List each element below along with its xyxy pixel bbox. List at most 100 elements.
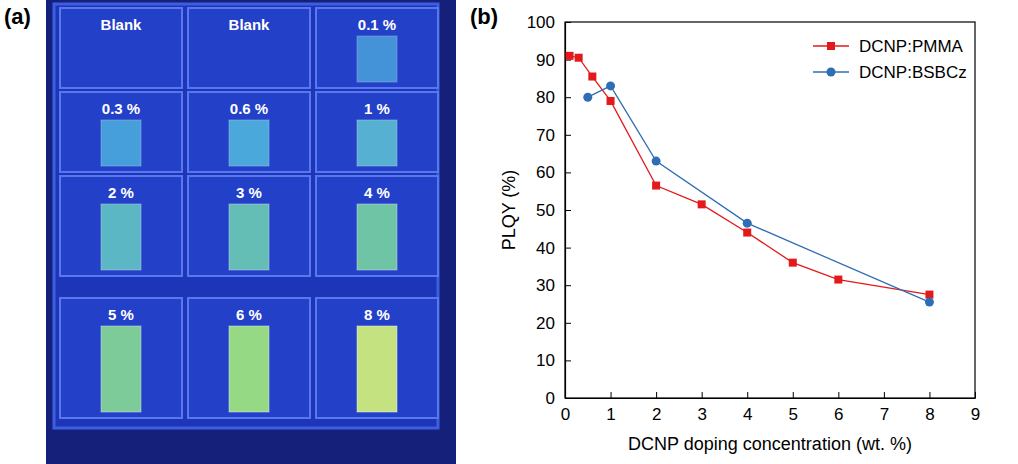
- y-tick-label: 80: [536, 88, 555, 107]
- x-tick-label: 2: [652, 405, 661, 424]
- well: [60, 298, 182, 418]
- data-point: [652, 182, 660, 190]
- y-tick-label: 60: [536, 163, 555, 182]
- y-tick: 0: [546, 389, 571, 408]
- y-tick-mark: [565, 97, 571, 98]
- y-tick-mark: [565, 22, 571, 23]
- sample-film: [229, 204, 269, 270]
- sample-film: [229, 326, 269, 412]
- y-tick-label: 100: [527, 13, 555, 32]
- y-tick-label: 30: [536, 276, 555, 295]
- sample-label: 0.1 %: [358, 16, 396, 33]
- x-axis-title: DCNP doping concentration (wt. %): [628, 434, 912, 454]
- x-tick: 5: [789, 392, 798, 424]
- sample-label: 6 %: [236, 306, 262, 323]
- y-tick: 80: [536, 88, 571, 107]
- y-tick-mark: [565, 398, 571, 399]
- panel-label: (a): [4, 4, 31, 29]
- y-tick: 10: [536, 351, 571, 370]
- data-point: [743, 229, 751, 237]
- sample-film: [357, 36, 397, 82]
- y-tick-label: 20: [536, 314, 555, 333]
- well: [188, 92, 310, 172]
- well: [188, 176, 310, 276]
- series-line: [588, 86, 930, 302]
- y-tick: 70: [536, 126, 571, 145]
- y-tick: 40: [536, 239, 571, 258]
- data-point: [652, 157, 661, 166]
- sample-label: 2 %: [108, 184, 134, 201]
- y-tick: 30: [536, 276, 571, 295]
- data-point: [566, 52, 574, 60]
- x-tick-label: 1: [606, 405, 615, 424]
- well: [188, 8, 310, 88]
- x-tick: 9: [971, 392, 980, 424]
- y-tick-mark: [565, 248, 571, 249]
- y-tick: 50: [536, 201, 571, 220]
- data-point: [698, 200, 706, 208]
- series-line: [570, 56, 930, 295]
- x-axis: 0123456789: [561, 392, 980, 424]
- well: [60, 8, 182, 88]
- well: [316, 298, 438, 418]
- sample-label: 1 %: [364, 100, 390, 117]
- y-tick-mark: [565, 285, 571, 286]
- sample-label: 0.6 %: [230, 100, 268, 117]
- well: [316, 176, 438, 276]
- photo-background: [46, 0, 456, 464]
- data-point: [743, 219, 752, 228]
- sample-film: [357, 204, 397, 270]
- data-point: [606, 81, 615, 90]
- data-point: [588, 73, 596, 81]
- x-tick-mark: [611, 392, 612, 398]
- panel-label: (b): [470, 4, 498, 29]
- data-point: [583, 93, 592, 102]
- sample-film: [357, 120, 397, 166]
- y-tick-label: 90: [536, 51, 555, 70]
- x-tick-label: 9: [971, 405, 980, 424]
- x-tick-label: 7: [880, 405, 889, 424]
- sample-label: 3 %: [236, 184, 262, 201]
- y-tick-label: 40: [536, 239, 555, 258]
- data-point: [607, 97, 615, 105]
- y-tick: 60: [536, 163, 571, 182]
- well: [188, 298, 310, 418]
- data-point: [789, 259, 797, 267]
- legend-marker: [827, 42, 835, 50]
- y-tick-mark: [565, 135, 571, 136]
- data-point: [925, 291, 933, 299]
- sample-film: [101, 204, 141, 270]
- sample-film: [101, 326, 141, 412]
- well: [60, 92, 182, 172]
- well: [60, 176, 182, 276]
- x-tick-mark: [702, 392, 703, 398]
- sample-label: Blank: [229, 16, 271, 33]
- x-tick-mark: [747, 392, 748, 398]
- y-tick-label: 0: [546, 389, 555, 408]
- sample-film: [101, 120, 141, 166]
- y-tick-label: 70: [536, 126, 555, 145]
- data-point: [575, 54, 583, 62]
- x-tick-label: 3: [697, 405, 706, 424]
- x-tick-mark: [884, 392, 885, 398]
- well: [316, 8, 438, 88]
- figure: (a)(b)BlankBlank0.1 %0.3 %0.6 %1 %2 %3 %…: [0, 0, 1018, 464]
- plot-marks: [566, 52, 934, 307]
- sample-label: 4 %: [364, 184, 390, 201]
- x-tick-label: 4: [743, 405, 752, 424]
- sample-label: 8 %: [364, 306, 390, 323]
- x-tick: 4: [743, 392, 752, 424]
- x-tick-label: 5: [789, 405, 798, 424]
- y-tick-mark: [565, 210, 571, 211]
- x-tick: 3: [697, 392, 706, 424]
- sample-label: Blank: [101, 16, 143, 33]
- sample-film: [357, 326, 397, 412]
- legend-label: DCNP:BSBCz: [859, 63, 967, 82]
- x-tick: 1: [606, 392, 615, 424]
- x-tick-mark: [838, 392, 839, 398]
- x-tick-mark: [929, 392, 930, 398]
- well: [316, 92, 438, 172]
- y-tick: 20: [536, 314, 571, 333]
- x-tick-label: 0: [561, 405, 570, 424]
- y-tick-label: 50: [536, 201, 555, 220]
